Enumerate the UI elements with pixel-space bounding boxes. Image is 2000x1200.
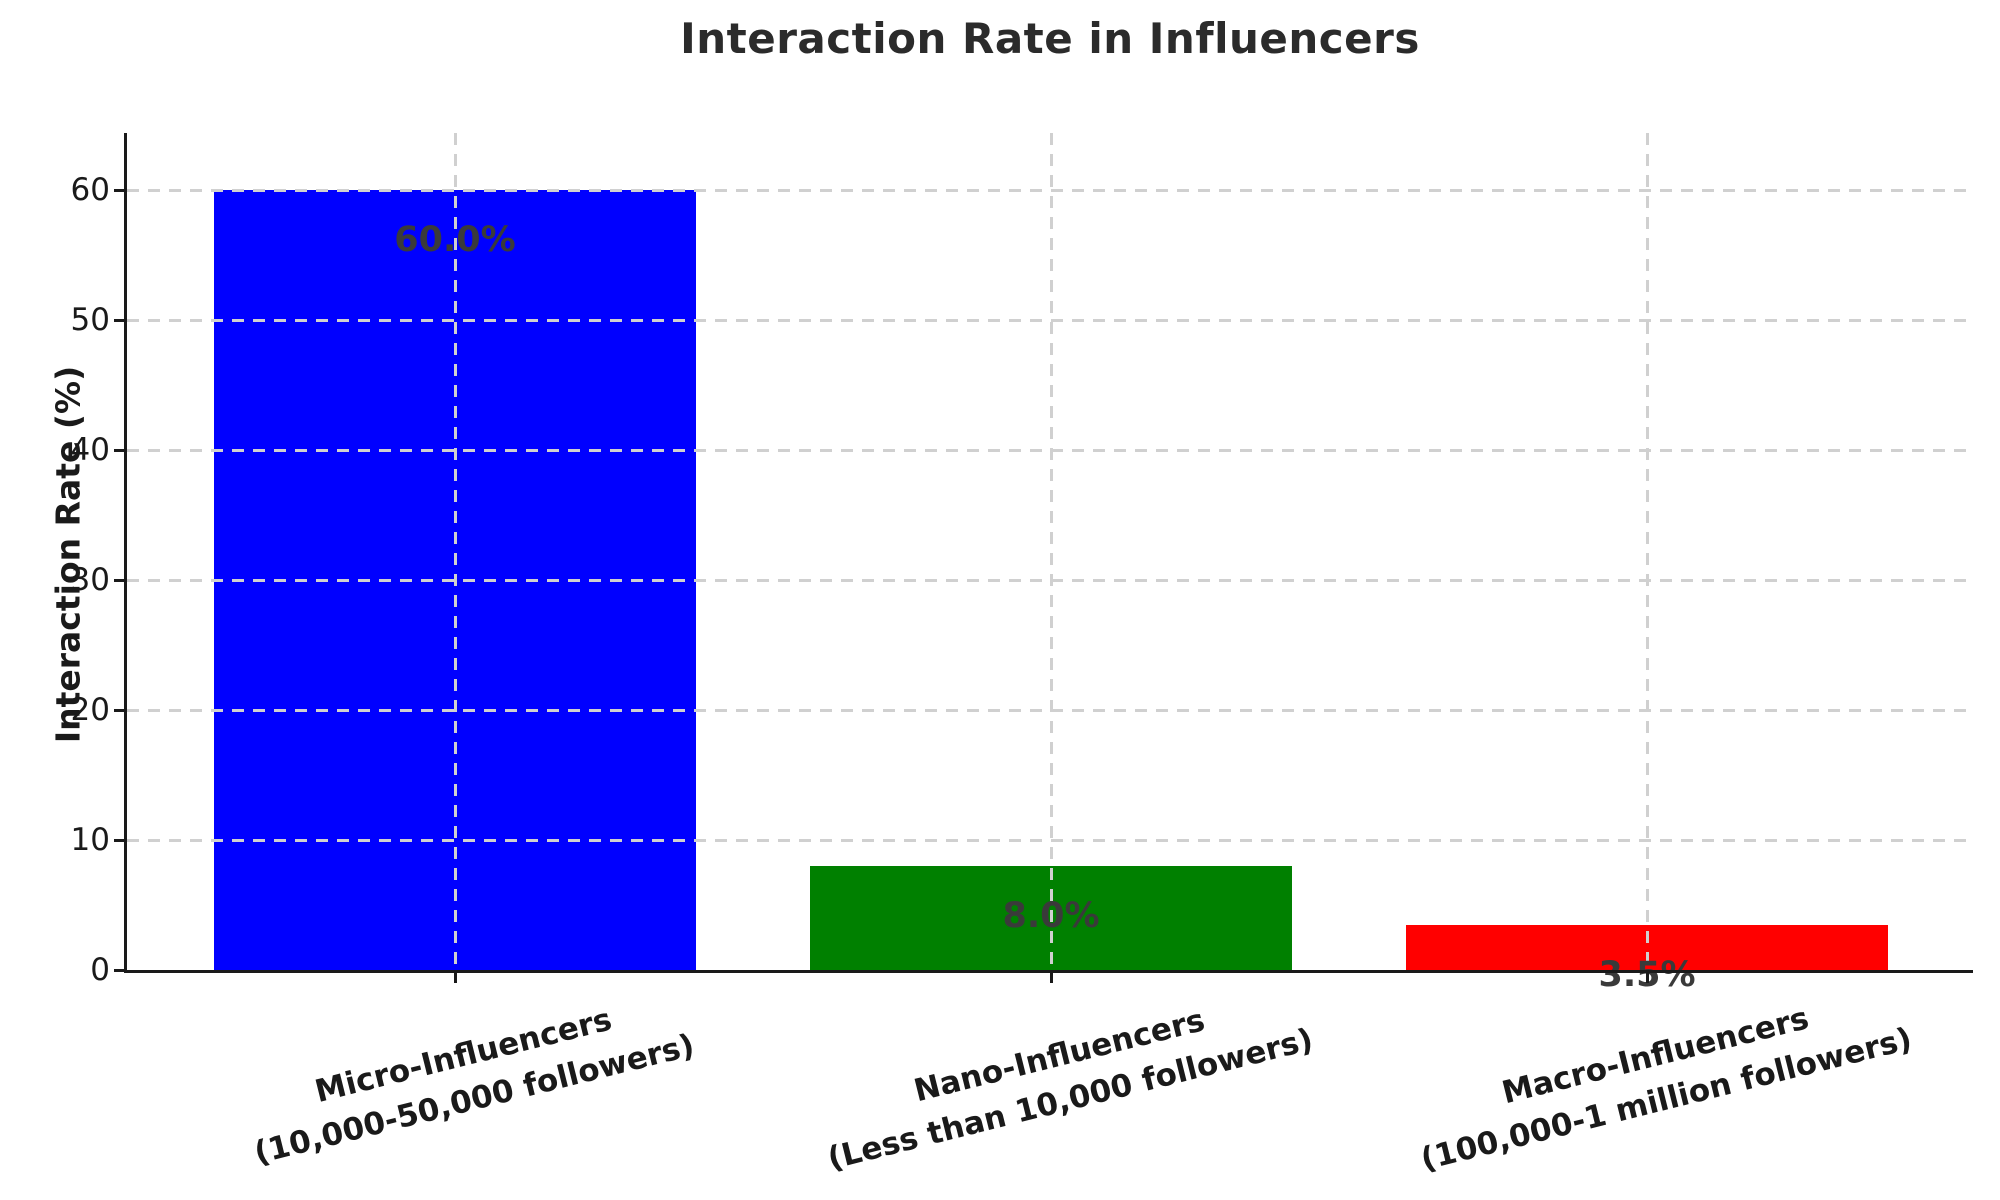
y-tick-mark [114, 968, 127, 972]
y-tick-label: 50 [70, 302, 110, 339]
y-axis-label: Interaction Rate (%) [48, 365, 88, 744]
x-tick-label: Macro-Influencers (100,000-1 million foll… [1405, 973, 1916, 1182]
x-gridline [1645, 133, 1649, 970]
y-tick-label: 20 [70, 692, 110, 729]
y-tick-mark [114, 708, 127, 712]
y-tick-mark [114, 188, 127, 192]
x-tick-mark [453, 970, 457, 983]
x-gridline [1049, 133, 1053, 970]
y-tick-mark [114, 448, 127, 452]
bar-value-label: 8.0% [1002, 896, 1100, 937]
y-tick-mark [114, 318, 127, 322]
y-tick-mark [114, 838, 127, 842]
x-tick-label: Micro-Influencers (10,000-50,000 follower… [239, 980, 699, 1177]
y-tick-label: 60 [70, 172, 110, 209]
x-gridline [453, 133, 457, 970]
x-tick-label: Nano-Influencers (Less than 10,000 follow… [812, 974, 1318, 1182]
x-axis-spine [124, 970, 1973, 973]
y-tick-label: 40 [70, 432, 110, 469]
bar-value-label: 60.0% [394, 220, 516, 261]
y-tick-label: 10 [70, 822, 110, 859]
y-axis-spine [124, 133, 127, 973]
chart-title: Interaction Rate in Influencers [680, 14, 1420, 63]
x-tick-mark [1645, 970, 1649, 983]
x-tick-mark [1049, 970, 1053, 983]
y-tick-label: 0 [90, 952, 110, 988]
y-tick-mark [114, 578, 127, 582]
y-tick-label: 30 [70, 562, 110, 599]
